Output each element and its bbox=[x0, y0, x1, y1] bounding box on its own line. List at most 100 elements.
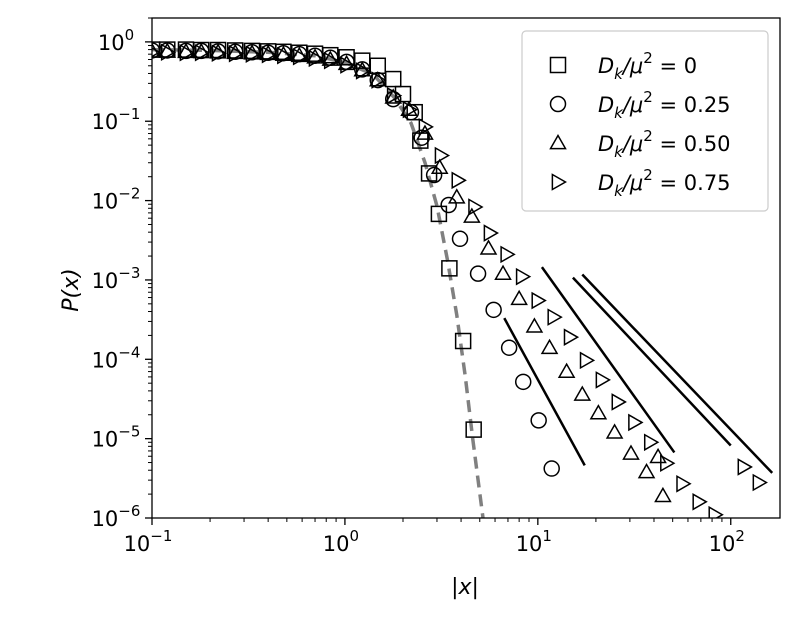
data-point bbox=[468, 198, 484, 216]
power-law-line bbox=[572, 276, 732, 447]
data-point bbox=[531, 291, 547, 310]
data-point bbox=[292, 47, 309, 66]
data-point bbox=[384, 88, 403, 104]
x-axis-label: |x| bbox=[451, 575, 479, 600]
legend-marker bbox=[551, 173, 568, 191]
data-point bbox=[277, 46, 293, 65]
data-point bbox=[179, 43, 195, 62]
data-point bbox=[637, 462, 656, 479]
data-point bbox=[194, 43, 211, 62]
data-point bbox=[649, 447, 667, 464]
data-point bbox=[557, 362, 576, 378]
data-point bbox=[611, 393, 627, 411]
x-tick-label: 10−1 bbox=[124, 527, 173, 556]
data-point bbox=[152, 47, 162, 58]
plot-area bbox=[152, 41, 774, 518]
data-point bbox=[308, 49, 325, 68]
data-point bbox=[465, 421, 482, 438]
y-axis-label: P(x) bbox=[59, 268, 84, 311]
y-tick-label: 10−1 bbox=[92, 105, 141, 134]
data-point bbox=[500, 245, 516, 264]
x-tick-label: 100 bbox=[323, 527, 359, 556]
data-point bbox=[451, 230, 469, 248]
data-point bbox=[369, 57, 387, 75]
data-point bbox=[211, 44, 228, 63]
power-law-line bbox=[503, 317, 586, 467]
data-point bbox=[483, 224, 500, 242]
data-point bbox=[737, 458, 753, 476]
data-point bbox=[430, 205, 448, 223]
y-tick-label: 10−2 bbox=[92, 185, 141, 214]
data-point bbox=[440, 196, 457, 214]
data-point bbox=[340, 56, 356, 74]
reference-curve bbox=[152, 47, 485, 518]
data-point bbox=[510, 289, 528, 306]
data-point bbox=[660, 454, 676, 473]
y-tick-label: 10−3 bbox=[92, 264, 141, 293]
data-point bbox=[605, 423, 624, 439]
data-point bbox=[434, 146, 451, 165]
data-point bbox=[430, 158, 449, 175]
data-point bbox=[355, 62, 372, 80]
plot-clip-group bbox=[152, 41, 774, 518]
data-point bbox=[469, 265, 487, 282]
axes: 10−1 100 101 102 10−6 10−5 10−4 10−3 10−2 10−1 100 bbox=[92, 17, 781, 556]
data-point bbox=[530, 412, 547, 429]
x-tick-label: 102 bbox=[709, 527, 745, 556]
data-point bbox=[463, 207, 481, 223]
data-point bbox=[447, 188, 466, 204]
data-point bbox=[228, 44, 245, 63]
data-point bbox=[540, 338, 559, 355]
y-tick-label: 10−4 bbox=[92, 343, 141, 372]
data-point bbox=[573, 385, 592, 401]
data-point bbox=[622, 444, 640, 460]
data-point bbox=[402, 100, 419, 119]
data-point bbox=[692, 493, 708, 511]
data-point bbox=[514, 373, 532, 391]
data-point bbox=[643, 433, 660, 452]
data-point bbox=[479, 239, 498, 255]
plot-frame bbox=[151, 17, 781, 519]
y-tick-label: 100 bbox=[98, 26, 134, 55]
data-point bbox=[708, 505, 724, 518]
data-point bbox=[451, 171, 467, 190]
data-point bbox=[654, 486, 672, 503]
data-point bbox=[515, 267, 532, 286]
data-point bbox=[563, 328, 580, 346]
legend-marker bbox=[549, 133, 567, 150]
power-law-line bbox=[540, 266, 676, 454]
legend-marker bbox=[549, 95, 567, 113]
data-point bbox=[245, 45, 262, 63]
data-point bbox=[547, 308, 563, 326]
data-point bbox=[676, 474, 692, 493]
data-point bbox=[384, 70, 402, 88]
data-point bbox=[752, 473, 768, 492]
data-point bbox=[579, 351, 596, 370]
data-point bbox=[323, 51, 340, 70]
x-tick-label: 101 bbox=[516, 527, 552, 556]
legend-entry-label: Dk/μ2 = 0.75 bbox=[598, 166, 731, 200]
data-point bbox=[406, 103, 423, 121]
data-point bbox=[425, 166, 443, 184]
data-point bbox=[418, 118, 434, 136]
power-law-line bbox=[581, 273, 774, 474]
data-point bbox=[261, 45, 278, 64]
y-tick-label: 10−5 bbox=[92, 423, 141, 452]
y-tick-label: 10−6 bbox=[92, 502, 141, 531]
data-point bbox=[400, 100, 418, 117]
data-point bbox=[589, 404, 608, 420]
data-point bbox=[160, 43, 177, 62]
data-point bbox=[494, 264, 512, 281]
data-point bbox=[454, 332, 472, 350]
data-point bbox=[441, 260, 458, 277]
data-point bbox=[371, 71, 387, 89]
data-point bbox=[628, 413, 644, 432]
data-point bbox=[500, 339, 518, 356]
legend-box bbox=[521, 30, 769, 212]
data-point bbox=[595, 371, 611, 389]
data-point bbox=[368, 71, 387, 87]
data-point bbox=[543, 460, 560, 477]
legend-marker bbox=[549, 56, 567, 74]
